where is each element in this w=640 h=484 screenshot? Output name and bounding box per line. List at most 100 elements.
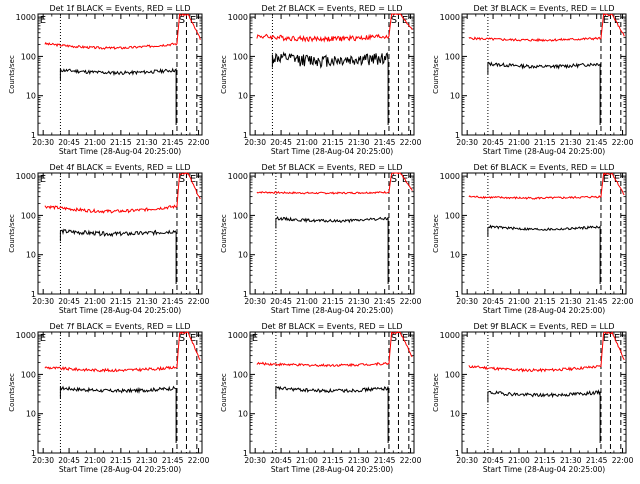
events-curve bbox=[275, 215, 389, 284]
interval-marker-label: S bbox=[179, 174, 185, 185]
x-tick-label: 20:45 bbox=[482, 297, 504, 306]
y-tick-label: 1 bbox=[243, 131, 248, 140]
x-tick-label: 21:00 bbox=[508, 297, 530, 306]
panel-title: Det 4f BLACK = Events, RED = LLD bbox=[49, 163, 190, 172]
plot-frame bbox=[461, 172, 627, 295]
x-tick-label: 20:45 bbox=[58, 138, 80, 147]
x-tick-label: 21:00 bbox=[84, 297, 106, 306]
plot-frame bbox=[37, 13, 203, 136]
y-tick-label: 10 bbox=[26, 251, 36, 260]
y-axis-label: Counts/sec bbox=[8, 55, 16, 94]
panel-title: Det 3f BLACK = Events, RED = LLD bbox=[473, 4, 614, 13]
interval-marker-label: E bbox=[614, 174, 620, 185]
interval-marker-label: S bbox=[179, 333, 185, 344]
x-axis-label: Start Time (28-Aug-04 20:25:00) bbox=[59, 306, 181, 315]
y-tick-label: 1 bbox=[31, 290, 36, 299]
x-tick-label: 21:30 bbox=[560, 138, 582, 147]
lld-curve bbox=[44, 172, 201, 214]
y-tick-label: 100 bbox=[445, 52, 460, 61]
y-tick-label: 1 bbox=[455, 449, 460, 458]
x-tick-label: 20:45 bbox=[482, 456, 504, 465]
x-tick-label: 21:15 bbox=[110, 138, 132, 147]
x-tick-label: 22:00 bbox=[612, 138, 634, 147]
y-tick-label: 100 bbox=[233, 211, 248, 220]
panel-title: Det 2f BLACK = Events, RED = LLD bbox=[261, 4, 402, 13]
interval-marker-label: S bbox=[179, 15, 185, 26]
x-tick-label: 21:00 bbox=[84, 138, 106, 147]
x-tick-label: 21:00 bbox=[84, 456, 106, 465]
events-curve bbox=[59, 228, 177, 284]
x-tick-label: 20:30 bbox=[456, 297, 478, 306]
x-tick-label: 20:45 bbox=[58, 456, 80, 465]
y-tick-label: 1000 bbox=[228, 331, 248, 340]
detector-panel: Det 4f BLACK = Events, RED = LLD 1 10 100 10… bbox=[8, 163, 210, 315]
y-axis-label: Counts/sec bbox=[8, 373, 16, 412]
interval-marker-label: E bbox=[40, 15, 46, 26]
x-tick-label: 22:00 bbox=[612, 297, 634, 306]
plot-frame bbox=[249, 331, 415, 454]
interval-marker-label: S bbox=[391, 333, 397, 344]
y-tick-label: 1 bbox=[31, 131, 36, 140]
x-tick-label: 20:45 bbox=[58, 297, 80, 306]
x-tick-label: 21:30 bbox=[136, 138, 158, 147]
x-tick-label: 21:45 bbox=[586, 456, 608, 465]
y-tick-label: 10 bbox=[450, 92, 460, 101]
x-tick-label: 21:30 bbox=[348, 297, 370, 306]
interval-marker-label: E bbox=[190, 15, 196, 26]
interval-marker-label: S bbox=[391, 15, 397, 26]
detector-panel: Det 1f BLACK = Events, RED = LLD 1 10 100 10… bbox=[8, 4, 210, 156]
events-curve bbox=[275, 385, 389, 443]
y-axis-label: Counts/sec bbox=[220, 55, 228, 94]
y-axis-label: Counts/sec bbox=[8, 214, 16, 253]
x-tick-label: 20:45 bbox=[270, 297, 292, 306]
x-axis-label: Start Time (28-Aug-04 20:25:00) bbox=[271, 306, 393, 315]
y-tick-label: 100 bbox=[445, 211, 460, 220]
plot-frame bbox=[37, 172, 203, 295]
x-tick-label: 22:00 bbox=[188, 456, 210, 465]
interval-marker-label: E bbox=[252, 333, 258, 344]
y-tick-label: 1000 bbox=[16, 331, 36, 340]
interval-marker-label: E bbox=[190, 333, 196, 344]
y-tick-label: 1 bbox=[455, 131, 460, 140]
x-tick-label: 21:30 bbox=[560, 297, 582, 306]
x-tick-label: 21:15 bbox=[322, 456, 344, 465]
x-tick-label: 20:30 bbox=[244, 456, 266, 465]
y-tick-label: 1000 bbox=[228, 172, 248, 181]
detector-panel: Det 8f BLACK = Events, RED = LLD 1 10 100 10… bbox=[220, 322, 422, 474]
x-axis-label: Start Time (28-Aug-04 20:25:00) bbox=[271, 465, 393, 474]
x-tick-label: 22:00 bbox=[400, 138, 422, 147]
y-axis-label: Counts/sec bbox=[220, 373, 228, 412]
panel-title: Det 7f BLACK = Events, RED = LLD bbox=[49, 322, 190, 331]
x-tick-label: 21:45 bbox=[374, 456, 396, 465]
x-tick-label: 21:45 bbox=[374, 138, 396, 147]
x-tick-label: 21:30 bbox=[136, 297, 158, 306]
y-tick-label: 10 bbox=[26, 92, 36, 101]
x-tick-label: 22:00 bbox=[612, 456, 634, 465]
x-tick-label: 22:00 bbox=[400, 456, 422, 465]
lld-curve bbox=[468, 172, 625, 200]
x-axis-label: Start Time (28-Aug-04 20:25:00) bbox=[483, 465, 605, 474]
x-tick-label: 21:00 bbox=[296, 297, 318, 306]
x-tick-label: 20:30 bbox=[244, 297, 266, 306]
x-tick-label: 20:45 bbox=[270, 456, 292, 465]
y-tick-label: 1 bbox=[31, 449, 36, 458]
y-tick-label: 1000 bbox=[440, 13, 460, 22]
x-tick-label: 21:45 bbox=[586, 297, 608, 306]
y-tick-label: 1000 bbox=[16, 13, 36, 22]
y-axis-label: Counts/sec bbox=[220, 214, 228, 253]
lld-curve bbox=[468, 331, 625, 373]
x-tick-label: 21:15 bbox=[110, 297, 132, 306]
y-tick-label: 100 bbox=[233, 52, 248, 61]
detector-panel: Det 7f BLACK = Events, RED = LLD 1 10 100 10… bbox=[8, 322, 210, 474]
y-tick-label: 1000 bbox=[228, 13, 248, 22]
x-tick-label: 21:00 bbox=[508, 456, 530, 465]
y-axis-label: Counts/sec bbox=[432, 55, 440, 94]
x-tick-label: 21:00 bbox=[296, 456, 318, 465]
x-tick-label: 21:45 bbox=[162, 456, 184, 465]
y-tick-label: 1000 bbox=[440, 331, 460, 340]
panel-title: Det 6f BLACK = Events, RED = LLD bbox=[473, 163, 614, 172]
x-tick-label: 21:15 bbox=[534, 138, 556, 147]
panel-title: Det 1f BLACK = Events, RED = LLD bbox=[49, 4, 190, 13]
